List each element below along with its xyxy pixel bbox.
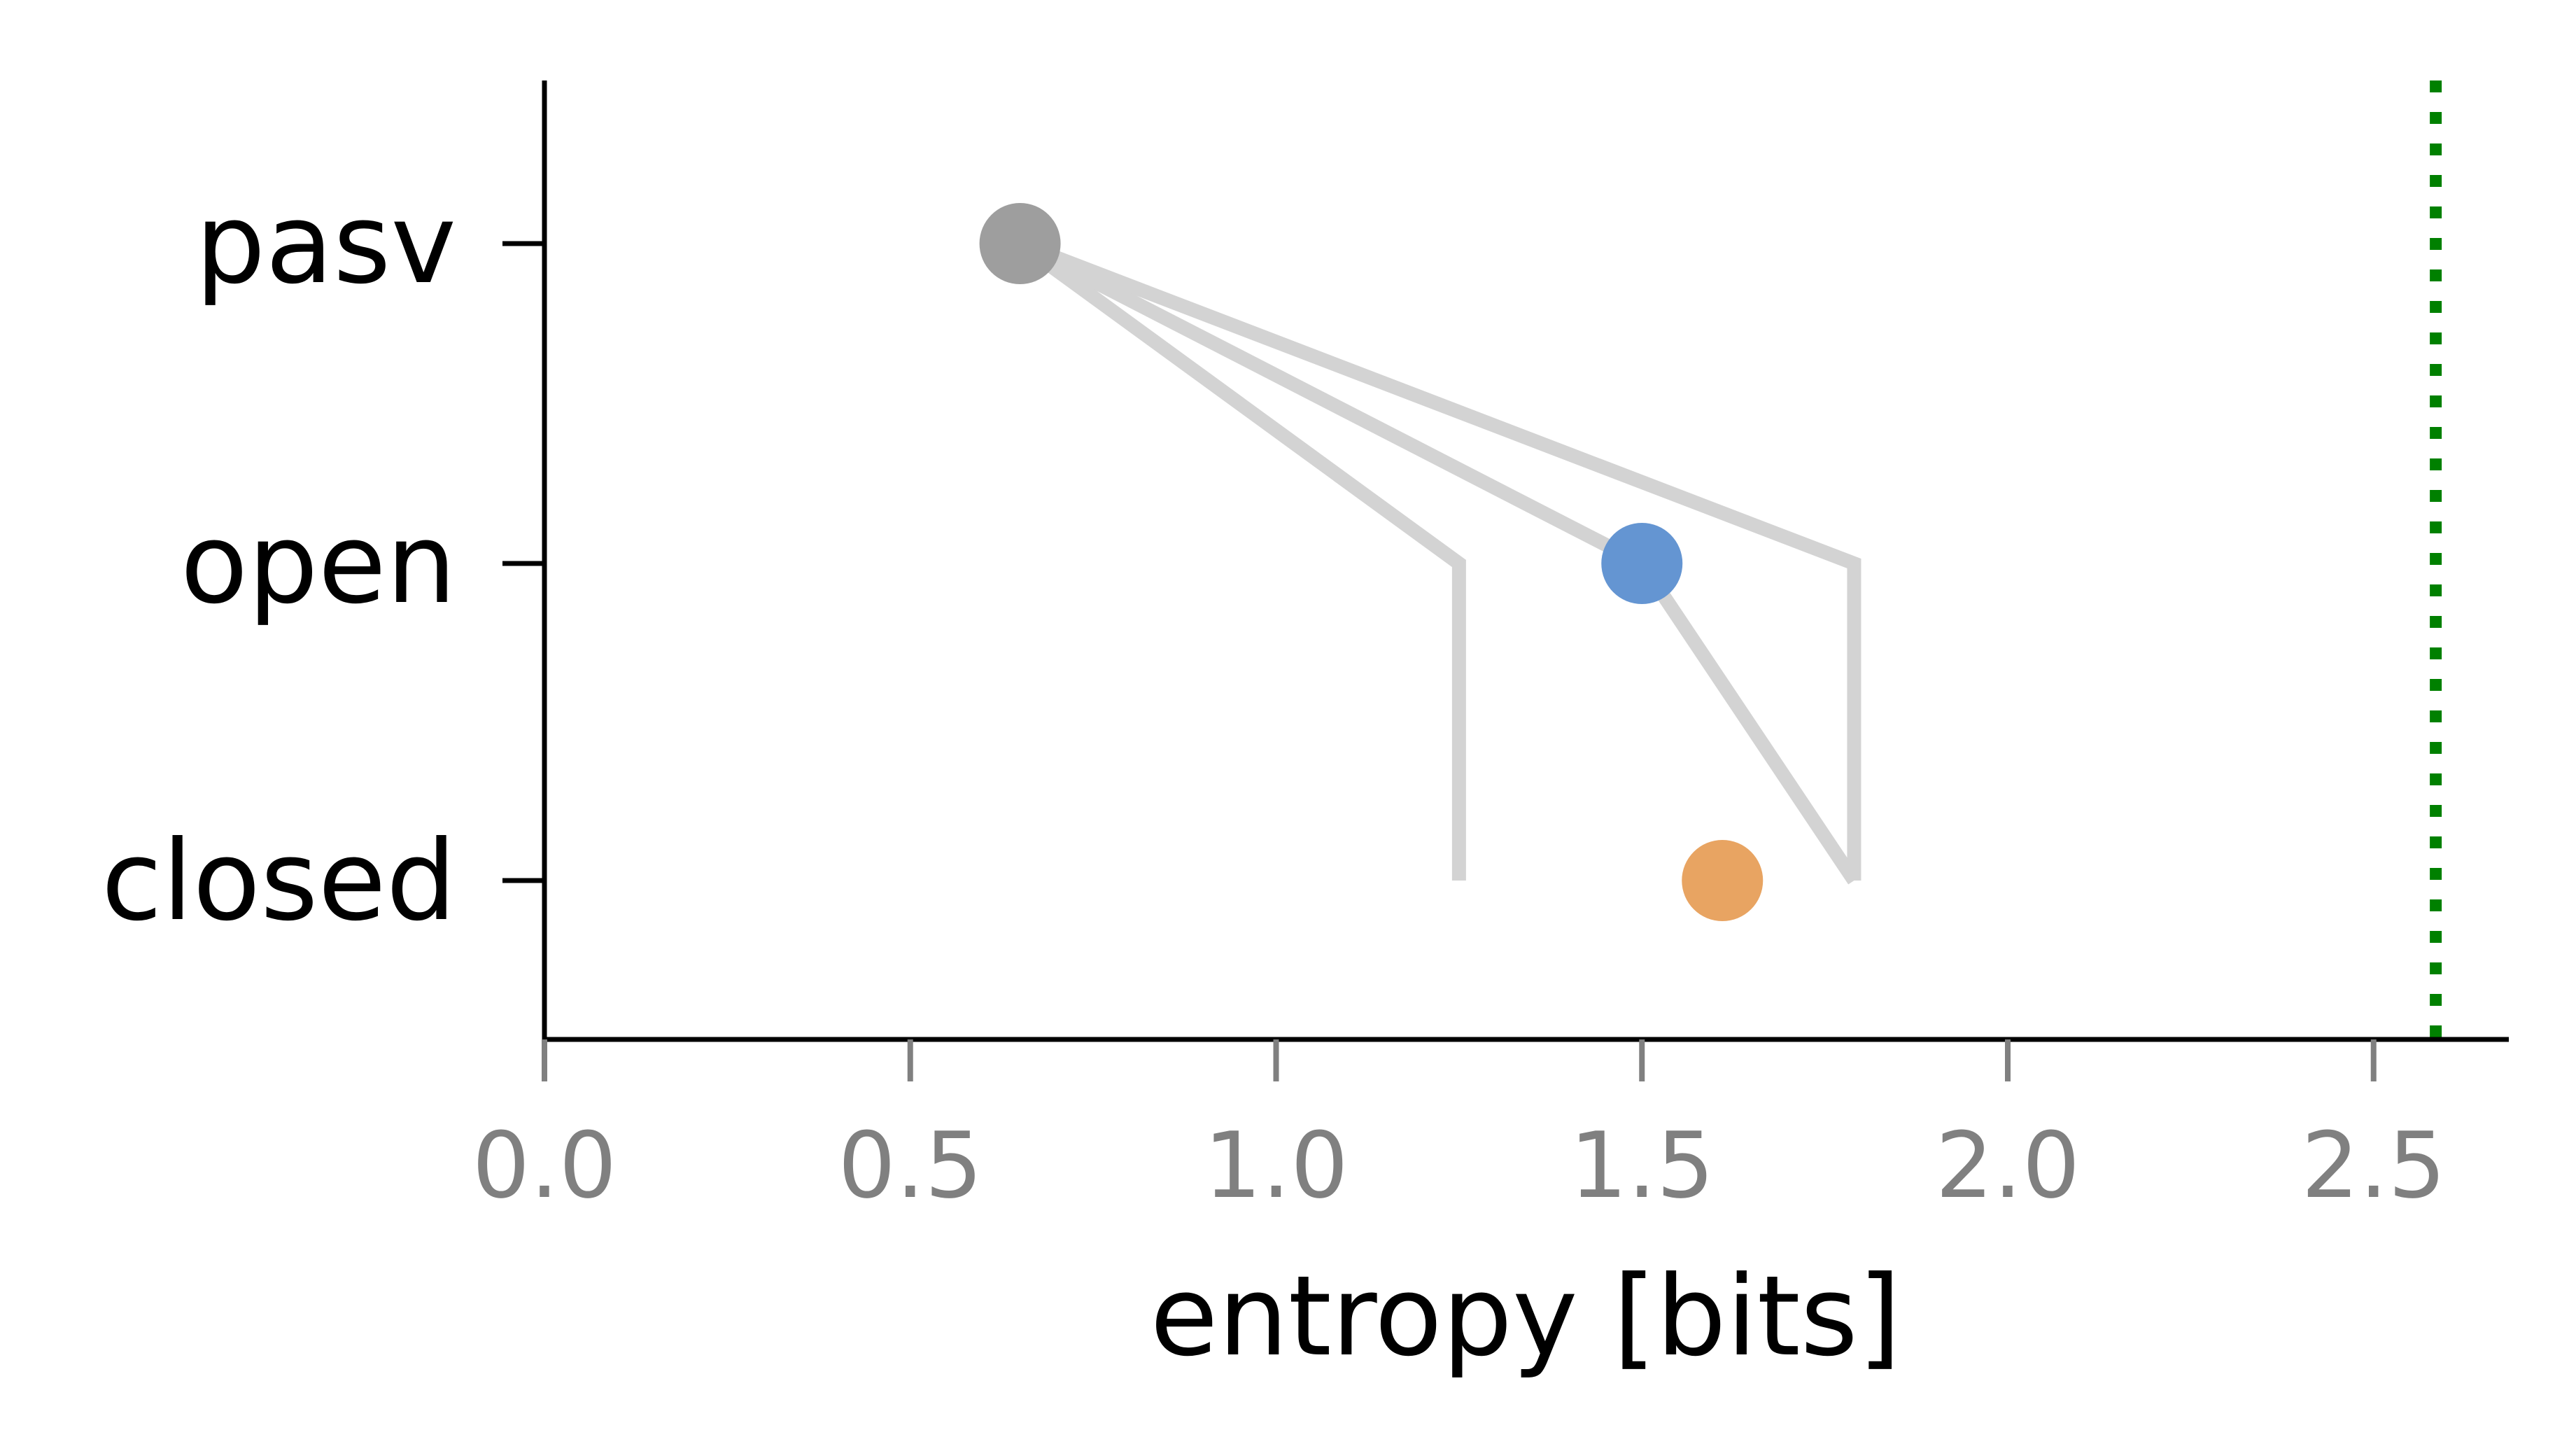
paths-layer xyxy=(1015,237,1861,885)
x-tick-label: 0.5 xyxy=(838,1112,983,1219)
x-axis-label: entropy [bits] xyxy=(1150,1252,1901,1381)
point-pasv xyxy=(979,203,1061,284)
point-open xyxy=(1601,523,1683,604)
y-tick-label-pasv: pasv xyxy=(195,180,456,309)
x-tick-label: 1.0 xyxy=(1204,1112,1349,1219)
x-tick-label: 2.5 xyxy=(2301,1112,2446,1219)
x-tick-label: 0.0 xyxy=(472,1112,617,1219)
points-layer xyxy=(979,203,1764,921)
path-line-3 xyxy=(1017,237,1861,881)
path-line-1 xyxy=(1015,237,1466,881)
y-tick-label-closed: closed xyxy=(101,817,456,946)
y-tick-label-open: open xyxy=(181,500,456,629)
x-ticks: 0.0 0.5 1.0 1.5 2.0 2.5 xyxy=(472,1039,2446,1219)
x-tick-label: 1.5 xyxy=(1570,1112,1715,1219)
point-closed xyxy=(1682,840,1764,921)
x-tick-label: 2.0 xyxy=(1936,1112,2081,1219)
axes-layer xyxy=(542,80,2509,1042)
y-ticks: closed open pasv xyxy=(101,180,544,946)
